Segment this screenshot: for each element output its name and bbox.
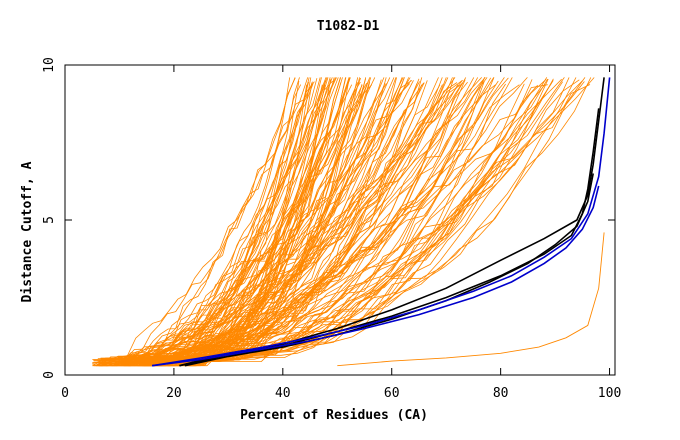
model-line [94,79,463,367]
y-tick-label: 0 [42,371,57,379]
series-line [151,185,600,367]
model-line [135,77,479,367]
series-lines [151,77,611,367]
model-line [176,84,546,363]
model-line [146,79,547,360]
model-line [153,80,583,367]
model-line [103,77,595,362]
y-tick-label: 5 [42,216,57,224]
model-line [120,77,482,363]
model-line [113,78,562,364]
model-line [100,84,591,359]
chart-title: T1082-D1 [317,19,380,34]
series-line [151,77,611,367]
x-tick-label: 40 [275,386,291,401]
model-line [111,77,509,367]
y-axis-ticks: 0 5 10 [42,57,615,379]
model-line [92,82,425,360]
model-line [95,78,420,367]
x-tick-label: 0 [61,386,69,401]
series-line [337,232,605,367]
x-tick-label: 60 [384,386,400,401]
x-tick-label: 80 [493,386,509,401]
model-line [93,83,313,367]
model-line [97,80,463,360]
model-line [147,77,336,359]
x-axis-label: Percent of Residues (CA) [240,408,428,423]
x-tick-label: 100 [598,386,621,401]
y-tick-label: 10 [42,57,57,73]
x-tick-label: 20 [166,386,182,401]
model-line [109,84,372,361]
background-model-lines [92,77,595,367]
x-axis-ticks: 0 20 40 60 80 100 [61,65,621,401]
model-line [188,78,332,366]
model-line [96,77,565,367]
model-line [103,81,585,361]
model-line [96,83,387,367]
model-line [128,77,456,367]
y-axis-label: Distance Cutoff, A [20,161,35,302]
model-line [100,77,296,367]
series-line [184,173,594,367]
model-line [100,80,413,367]
model-line [99,77,333,363]
